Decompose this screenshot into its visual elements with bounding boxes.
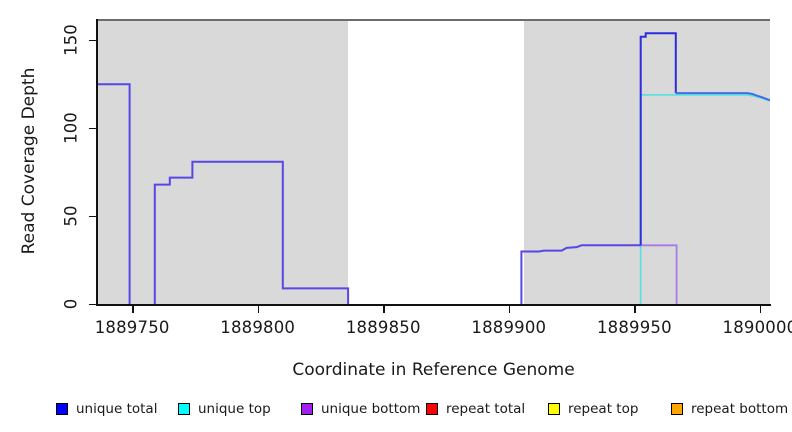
- y-axis-line: [96, 19, 98, 305]
- x-axis-line: [96, 304, 771, 306]
- repeat-bottom-swatch-icon: [671, 403, 683, 415]
- legend: unique total unique top unique bottom re…: [0, 400, 792, 420]
- legend-label: unique total: [76, 401, 158, 417]
- x-axis-tick: [634, 306, 636, 313]
- x-axis-tick: [759, 306, 762, 313]
- y-axis-tick: [89, 215, 96, 218]
- legend-label: unique bottom: [321, 401, 421, 417]
- x-axis-tick: [132, 306, 134, 313]
- legend-label: unique top: [198, 401, 271, 417]
- legend-label: repeat total: [446, 401, 526, 417]
- shaded-region: [523, 21, 770, 306]
- unique-bottom-swatch-icon: [301, 403, 313, 415]
- repeat-total-swatch-icon: [426, 403, 438, 415]
- unique-total-spike: [639, 32, 677, 246]
- x-axis-title: Coordinate in Reference Genome: [292, 360, 575, 380]
- x-axis-tick: [508, 306, 511, 313]
- legend-item-repeat-bottom: repeat bottom: [671, 400, 788, 418]
- x-axis-tick: [257, 306, 260, 313]
- unique-top-swatch-icon: [178, 403, 190, 415]
- unique-total-left: [97, 83, 641, 306]
- legend-label: repeat top: [568, 401, 639, 417]
- x-axis-tick: [383, 306, 385, 313]
- unique-top-line: [639, 94, 770, 306]
- legend-label: repeat bottom: [691, 401, 789, 417]
- legend-item-repeat-top: repeat top: [548, 400, 638, 418]
- y-axis-title: Read Coverage Depth: [19, 67, 39, 255]
- x-tick-label: 1889850: [345, 318, 421, 337]
- unique-total-right: [675, 92, 770, 102]
- x-tick-label: 1889900: [471, 318, 547, 337]
- y-axis-tick: [89, 39, 96, 42]
- y-tick-label: 150: [61, 24, 81, 56]
- coverage-lines-svg: [97, 32, 770, 306]
- plot-area: [97, 19, 770, 306]
- y-tick-label: 50: [61, 205, 81, 227]
- x-tick-label: 1889800: [220, 318, 296, 337]
- legend-item-unique-top: unique top: [178, 400, 271, 418]
- legend-item-unique-bottom: unique bottom: [301, 400, 420, 418]
- y-axis-tick: [89, 303, 96, 305]
- repeat-top-swatch-icon: [548, 403, 560, 415]
- x-tick-label: 1889750: [94, 318, 170, 337]
- x-tick-label: 1889950: [596, 318, 672, 337]
- y-tick-label: 100: [61, 112, 81, 144]
- legend-item-repeat-total: repeat total: [426, 400, 525, 418]
- unique-bottom-line: [640, 244, 678, 306]
- y-tick-label: 0: [61, 298, 81, 310]
- unique-total-swatch-icon: [56, 403, 68, 415]
- x-tick-label: 1890000: [722, 318, 792, 337]
- shaded-region: [97, 21, 349, 306]
- y-axis-tick: [89, 127, 96, 130]
- legend-item-unique-total: unique total: [56, 400, 157, 418]
